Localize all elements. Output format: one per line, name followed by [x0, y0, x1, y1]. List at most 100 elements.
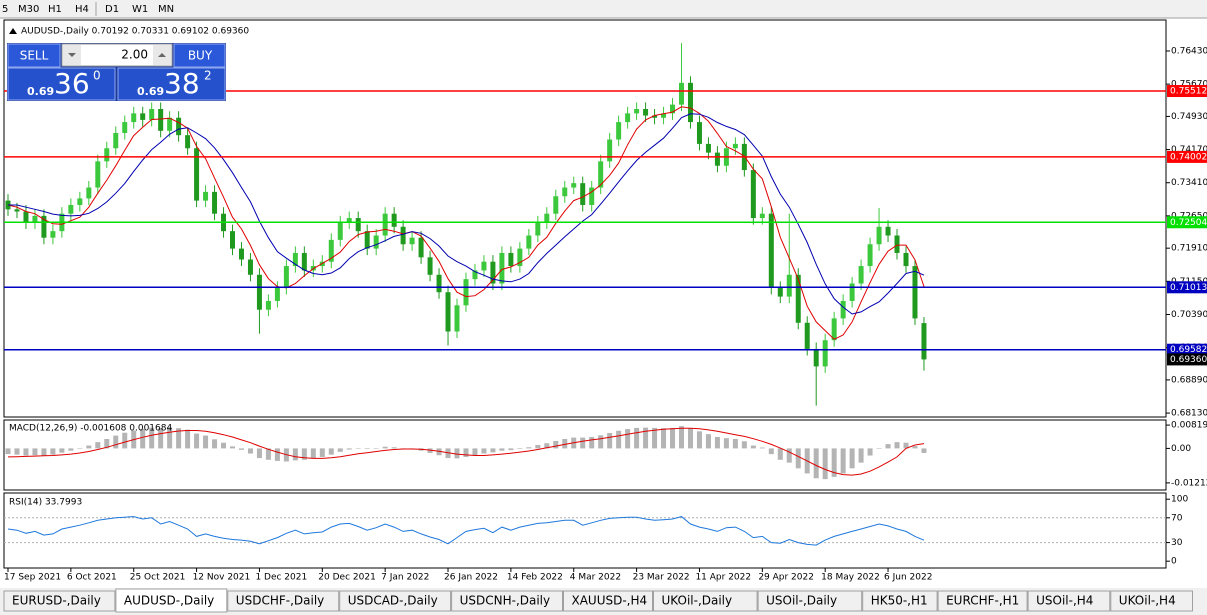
sell-price-box[interactable]	[7, 67, 116, 101]
x-tick-label: 7 Jan 2022	[381, 573, 429, 583]
lot-field[interactable]	[61, 43, 173, 67]
y-tick-label: 0.68890	[1171, 375, 1207, 385]
macd-bar	[346, 448, 352, 450]
indicator-line	[7, 427, 925, 476]
tab[interactable]	[227, 590, 340, 612]
macd-bar	[616, 430, 622, 449]
y-tick-label: 0.75670	[1171, 80, 1207, 90]
last-price-bg	[1167, 353, 1207, 366]
tab-label[interactable]: USOil-,H4	[1036, 594, 1093, 608]
sell-label[interactable]: SELL	[20, 49, 49, 63]
timeframe-button[interactable]: H4	[75, 4, 89, 15]
candle-body	[283, 266, 289, 288]
macd-bar	[741, 441, 747, 449]
macd-bar	[427, 448, 433, 453]
buy-label[interactable]: BUY	[188, 49, 213, 63]
tab-label[interactable]: USDCAD-,Daily	[348, 594, 438, 608]
timeframe-button[interactable]: W1	[132, 4, 148, 15]
tab-label[interactable]: EURUSD-,Daily	[12, 594, 101, 608]
macd-bar	[876, 448, 882, 449]
candle-body	[247, 259, 253, 275]
y-tick-label: 0.008197	[1171, 421, 1207, 431]
tab[interactable]	[653, 590, 758, 612]
y-tick-label: 0.74930	[1171, 112, 1207, 122]
candle-body	[580, 183, 586, 205]
macd-bar	[59, 448, 65, 453]
candle-body	[732, 143, 738, 149]
buy-price-box[interactable]	[117, 67, 226, 101]
macd-bar	[68, 448, 74, 451]
collapse-icon[interactable]	[9, 28, 17, 34]
candle-body	[535, 222, 541, 236]
macd-bar	[104, 439, 110, 449]
tab-label[interactable]: AUDUSD-,Daily	[124, 594, 214, 608]
tab[interactable]	[563, 590, 653, 612]
lot-down-icon	[68, 53, 76, 57]
candle-body	[355, 218, 361, 232]
candle-body	[616, 122, 622, 140]
tab[interactable]	[1110, 590, 1194, 612]
level-label-bg	[1167, 85, 1207, 98]
macd-bar	[885, 444, 891, 449]
timeframe-button[interactable]: H1	[48, 4, 62, 15]
candle-body	[463, 279, 469, 306]
x-tick-label: 29 Apr 2022	[758, 573, 814, 583]
macd-bar	[212, 439, 218, 449]
tab[interactable]	[451, 590, 564, 612]
macd-bar	[580, 437, 586, 449]
tab-label[interactable]: UKOil-,Daily	[662, 594, 733, 608]
tab[interactable]	[3, 590, 116, 612]
buy-button[interactable]	[173, 43, 226, 68]
macd-bar	[687, 428, 693, 449]
sell-price-big: 0.69	[27, 85, 54, 98]
macd-bar	[732, 439, 738, 449]
tab[interactable]	[1027, 590, 1111, 612]
y-tick-label: 0.70390	[1171, 310, 1207, 320]
candle-body	[607, 139, 613, 162]
buy-price-fraction: 2	[204, 69, 212, 83]
tab[interactable]	[862, 590, 938, 612]
macd-bar	[723, 438, 729, 449]
lot-value[interactable]: 2.00	[121, 48, 148, 62]
tab[interactable]	[115, 588, 228, 613]
candle-body	[131, 113, 137, 123]
level-label: 0.71013	[1170, 283, 1207, 293]
tab-label[interactable]: EURCHF-,H1	[946, 594, 1019, 608]
tab-label[interactable]: UKOil-,H4	[1119, 594, 1176, 608]
candle-body	[265, 300, 271, 310]
candle-body	[149, 108, 155, 120]
macd-bar	[230, 446, 235, 449]
candle-body	[472, 270, 478, 280]
candle-body	[203, 191, 209, 201]
timeframe-button[interactable]: D1	[105, 4, 119, 15]
candle-body	[382, 213, 388, 236]
y-tick-label: 100	[1171, 495, 1188, 505]
timeframe-button[interactable]: MN	[158, 4, 174, 15]
candle-body	[86, 187, 92, 199]
tab[interactable]	[757, 590, 863, 612]
timeframe-button[interactable]: M30	[18, 4, 39, 15]
tab-label[interactable]: USDCNH-,Daily	[460, 594, 551, 608]
candle-body	[876, 226, 882, 245]
macd-bar	[490, 448, 496, 453]
candle-body	[921, 323, 927, 360]
timeframe-button[interactable]: 5	[2, 4, 8, 15]
macd-bar	[625, 429, 631, 449]
tab-label[interactable]: XAUUSD-,H4	[572, 594, 648, 608]
indicator-line	[8, 113, 925, 315]
candle-body	[768, 213, 774, 288]
macd-bar	[238, 448, 244, 450]
macd-bar	[544, 443, 550, 449]
tab-label[interactable]: HK50-,H1	[871, 594, 928, 608]
sell-button[interactable]	[7, 43, 61, 68]
macd-bar	[921, 448, 927, 453]
tab[interactable]	[937, 590, 1028, 612]
x-tick-label: 17 Sep 2021	[4, 573, 61, 583]
tab-label[interactable]: USDCHF-,Daily	[236, 594, 324, 608]
tab-label[interactable]: USOil-,Daily	[766, 594, 837, 608]
macd-bar	[122, 432, 128, 449]
tab[interactable]	[339, 590, 452, 612]
macd-bar	[328, 448, 334, 455]
macd-bar	[795, 448, 801, 469]
macd-bar	[508, 448, 514, 451]
